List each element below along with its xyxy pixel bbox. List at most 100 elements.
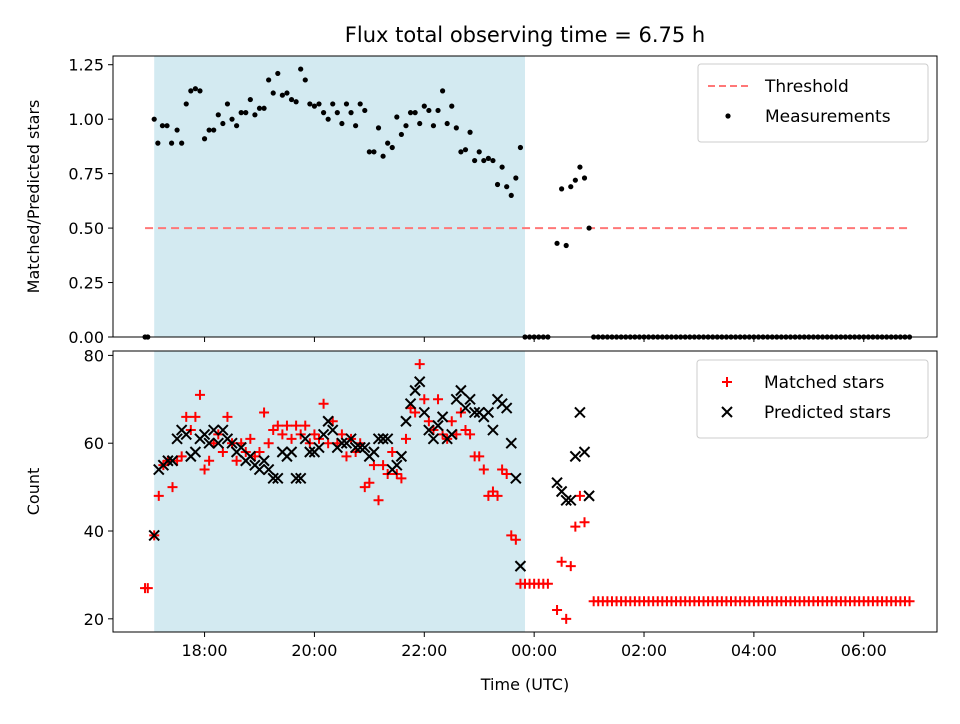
data-point — [485, 155, 491, 161]
data-point — [323, 438, 334, 449]
data-point — [345, 433, 357, 445]
data-point — [501, 468, 512, 479]
data-point — [583, 490, 595, 502]
y-tick-label: 60 — [84, 434, 104, 453]
data-point — [551, 477, 563, 489]
data-point — [222, 411, 233, 422]
x-tick-label: 04:00 — [731, 641, 777, 660]
data-point — [565, 561, 576, 572]
legend-box — [696, 359, 929, 439]
x-tick-label: 00:00 — [511, 641, 557, 660]
data-point — [294, 472, 307, 485]
data-point — [389, 144, 395, 151]
data-point — [394, 114, 400, 120]
data-point — [570, 521, 581, 532]
data-point — [238, 110, 244, 116]
data-point — [258, 455, 270, 467]
data-point — [266, 77, 272, 83]
data-point — [212, 437, 224, 449]
data-point — [336, 437, 348, 449]
data-point — [267, 472, 279, 485]
data-point — [320, 110, 327, 116]
data-point — [565, 494, 577, 506]
data-point — [542, 578, 553, 589]
data-point — [418, 406, 430, 419]
data-point — [514, 560, 527, 572]
data-point — [421, 103, 427, 109]
data-point — [220, 120, 226, 127]
data-point — [359, 441, 371, 454]
data-point — [556, 556, 567, 567]
data-point — [268, 425, 279, 436]
data-point — [204, 455, 215, 466]
data-point — [285, 446, 298, 458]
x-tick-label: 20:00 — [291, 641, 337, 660]
data-point — [179, 140, 185, 146]
data-point — [253, 463, 266, 476]
data-point — [378, 460, 389, 471]
data-point — [316, 101, 322, 107]
data-point — [348, 110, 354, 116]
data-point — [166, 455, 179, 467]
data-point — [414, 359, 425, 370]
data-point — [279, 92, 285, 98]
data-point — [468, 406, 481, 419]
legend-label: Predicted stars — [764, 403, 891, 423]
data-point — [577, 164, 583, 170]
data-point — [263, 438, 274, 449]
data-point — [400, 433, 411, 444]
data-point — [307, 101, 313, 107]
data-point — [725, 113, 731, 119]
data-point — [211, 127, 217, 133]
data-point — [395, 450, 408, 463]
data-point — [453, 125, 459, 131]
data-point — [581, 175, 588, 181]
data-point — [371, 149, 377, 155]
data-point — [286, 433, 297, 444]
data-point — [391, 459, 403, 471]
data-point — [476, 149, 482, 155]
data-point — [224, 101, 231, 107]
data-point — [505, 437, 517, 449]
data-point — [419, 394, 430, 405]
data-point — [247, 96, 253, 103]
data-point — [261, 105, 267, 111]
data-point — [208, 424, 220, 436]
data-point — [423, 416, 434, 427]
data-point — [189, 446, 202, 458]
data-point — [368, 460, 379, 471]
data-point — [552, 605, 563, 616]
data-point — [446, 428, 458, 441]
data-point — [357, 101, 363, 107]
data-point — [162, 455, 174, 467]
data-point — [327, 424, 339, 436]
data-point — [176, 451, 187, 462]
x-tick-label: 06:00 — [841, 641, 887, 660]
data-point — [368, 446, 380, 458]
data-point — [450, 393, 463, 406]
data-point — [281, 420, 292, 431]
data-point — [252, 112, 258, 118]
data-point — [440, 88, 446, 94]
data-point — [465, 429, 476, 440]
data-point — [579, 517, 590, 528]
data-point — [560, 494, 572, 506]
data-point — [400, 415, 412, 427]
data-point — [206, 127, 212, 133]
data-point — [572, 177, 578, 183]
data-point — [302, 77, 308, 83]
x-tick-label: 22:00 — [401, 641, 447, 660]
data-point — [490, 157, 496, 164]
data-point — [377, 433, 389, 445]
data-point — [472, 157, 478, 164]
x-tick-label: 02:00 — [621, 641, 667, 660]
y-axis-label: Matched/Predicted stars — [24, 100, 43, 294]
data-point — [506, 530, 517, 541]
data-point — [183, 101, 189, 107]
data-point — [436, 411, 449, 423]
legend-box — [697, 63, 929, 143]
data-point — [180, 428, 192, 441]
data-point — [151, 116, 157, 122]
data-point — [284, 90, 290, 96]
data-point — [417, 120, 423, 127]
